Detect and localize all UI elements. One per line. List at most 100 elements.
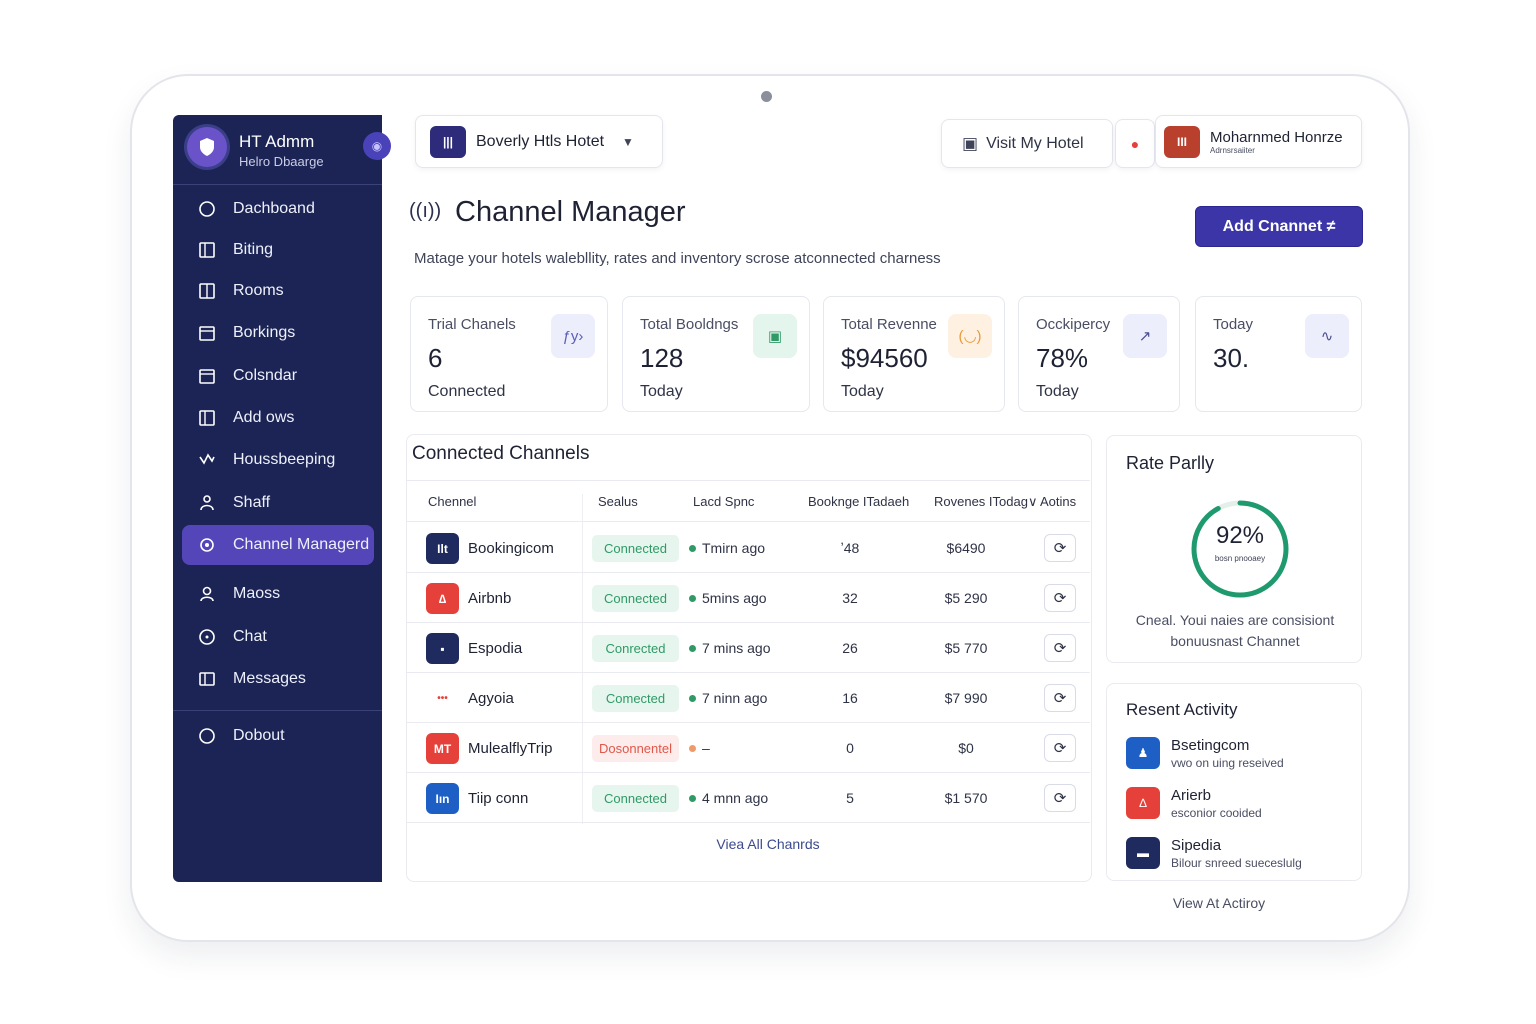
stat-card: Trial Chanels 6 Connected ƒy›: [410, 296, 608, 412]
channel-logo-icon: ▪: [426, 633, 459, 664]
sync-action-button[interactable]: ⟳: [1044, 534, 1076, 562]
alert-badge-icon: ●: [1130, 135, 1140, 152]
sidebar-item-channel-managerd[interactable]: Channel Managerd: [182, 525, 374, 565]
channel-icon: [197, 535, 217, 555]
row-divider: [406, 622, 1090, 623]
revenue-today: $1 570: [944, 790, 988, 806]
sync-action-button[interactable]: ⟳: [1044, 734, 1076, 762]
alerts-button[interactable]: ●: [1115, 119, 1155, 168]
visit-hotel-label: Visit My Hotel: [986, 134, 1084, 152]
admin-subtitle: Helro Dbaarge: [239, 154, 324, 169]
recent-activity-title: Resent Activity: [1126, 700, 1238, 719]
rate-parity-title: Rate Parlly: [1126, 453, 1215, 473]
sidebar-item-rooms[interactable]: Rooms: [173, 271, 382, 311]
channel-name: Espodia: [468, 640, 523, 657]
sidebar-item-label: Houssbeeping: [233, 451, 336, 468]
sidebar-item-shaff[interactable]: Shaff: [173, 483, 382, 523]
calendar-icon: [197, 323, 217, 343]
sidebar-item-chat[interactable]: Chat: [173, 617, 382, 657]
stat-card: Today 30. ∿: [1195, 296, 1362, 412]
message-icon: [197, 669, 217, 689]
sync-dot-icon: [689, 695, 696, 702]
table-row: ••• Agyoia Comected 7 ninn ago 16 $7 990 ⟳: [406, 673, 1090, 723]
sidebar-item-maoss[interactable]: Maoss: [173, 574, 382, 614]
sidebar-item-houssbeeping[interactable]: Houssbeeping: [173, 440, 382, 480]
channel-name: Airbnb: [468, 590, 512, 607]
bookings-today: 26: [842, 640, 858, 656]
sidebar-item-label: Colsndar: [233, 367, 298, 384]
bookings-icon: ▣: [753, 314, 797, 358]
sidebar-item-borkings[interactable]: Borkings: [173, 313, 382, 353]
stat-card: Total Revenne $94560 Today (◡): [823, 296, 1005, 412]
sync-action-button[interactable]: ⟳: [1044, 634, 1076, 662]
last-sync: 4 mnn ago: [702, 790, 769, 806]
chevron-down-icon: ▼: [622, 134, 634, 149]
row-divider: [406, 822, 1090, 823]
stat-label: Total Revenne: [841, 316, 937, 333]
refresh-icon: ⟳: [1053, 690, 1067, 707]
refresh-icon: ⟳: [1053, 790, 1067, 807]
revenue-today: $5 770: [944, 640, 988, 656]
revenue-today: $0: [958, 740, 974, 756]
status-badge: Connected: [592, 535, 679, 562]
sidebar-item-dachboand[interactable]: Dachboand: [173, 189, 382, 229]
sidebar-item-label: Shaff: [233, 494, 271, 511]
stat-card: Total Booldngs 128 Today ▣: [622, 296, 810, 412]
rate-parity-card: Rate Parlly 92% bosn pnooaey Cneal. Youi…: [1106, 435, 1362, 663]
trend-icon: ↗: [1123, 314, 1167, 358]
sidebar-item-colsndar[interactable]: Colsndar: [173, 356, 382, 396]
user-role: Adrnsrsaiiter: [1210, 145, 1255, 155]
status-badge: Conrected: [592, 635, 679, 662]
sync-action-button[interactable]: ⟳: [1044, 584, 1076, 612]
logout-icon: [197, 726, 217, 746]
sidebar-item-messages[interactable]: Messages: [173, 659, 382, 699]
sidebar-item-label: Add ows: [233, 409, 295, 426]
last-sync: 5mins ago: [702, 590, 767, 606]
stat-subtext: Connected: [428, 383, 506, 400]
stat-card: Occkipercy 78% Today ↗: [1018, 296, 1180, 412]
hotel-selector[interactable]: ||| Boverly Htls Hotet ▼: [415, 115, 663, 168]
table-row: ▪ Espodia Conrected 7 mins ago 26 $5 770 ⟳: [406, 623, 1090, 673]
view-all-activity-link[interactable]: View At Actiroy: [1172, 895, 1266, 911]
activity-desc: vwo on uing reseived: [1171, 756, 1284, 770]
activity-name: Sipedia: [1171, 837, 1222, 854]
sidebar-item-biting[interactable]: Biting: [173, 230, 382, 270]
view-all-channels-link[interactable]: Viea All Chanrds: [716, 836, 820, 852]
sync-dot-icon: [689, 595, 696, 602]
sidebar-item-label: Dachboand: [233, 200, 315, 217]
stat-label: Occkipercy: [1036, 316, 1111, 333]
status-badge: Connected: [592, 785, 679, 812]
divider: [406, 521, 1090, 522]
visit-hotel-button[interactable]: ▣ Visit My Hotel: [941, 119, 1113, 168]
door-icon: [197, 281, 217, 301]
activity-item[interactable]: ∆ Arierb esconior cooided: [1126, 785, 1356, 825]
logout-button[interactable]: Dobout: [173, 716, 382, 756]
col-status: Sealus: [598, 494, 638, 509]
bookings-today: 32: [842, 590, 858, 606]
divider: [406, 480, 1090, 481]
bookings-today: 5: [846, 790, 854, 806]
sidebar-item-add-ows[interactable]: Add ows: [173, 398, 382, 438]
user-profile[interactable]: III Moharnmed Honrze Adrnsrsaiiter: [1155, 115, 1362, 168]
table-row: Iın Tiip conn Connected 4 mnn ago 5 $1 570 ⟳: [406, 773, 1090, 823]
building-icon: ▣: [962, 133, 979, 153]
activity-logo-icon: ▬: [1126, 837, 1160, 869]
refresh-icon: ⟳: [1053, 590, 1067, 607]
sync-action-button[interactable]: ⟳: [1044, 784, 1076, 812]
sync-action-button[interactable]: ⟳: [1044, 684, 1076, 712]
col-channel: Chennel: [428, 494, 477, 509]
channel-logo-icon: ∆: [426, 583, 459, 614]
broom-icon: [197, 450, 217, 470]
activity-logo-icon: ♟: [1126, 737, 1160, 769]
add-channel-button[interactable]: Add Cnannet ≠: [1195, 206, 1363, 247]
activity-item[interactable]: ♟ Bsetingcom vwo on uing reseived: [1126, 735, 1356, 775]
last-sync: 7 mins ago: [702, 640, 771, 656]
channel-logo-icon: Iın: [426, 783, 459, 814]
page-title: Channel Manager: [455, 196, 686, 228]
notification-icon[interactable]: ◉: [363, 132, 391, 160]
activity-logo-icon: ∆: [1126, 787, 1160, 819]
column-divider: [582, 494, 583, 824]
row-divider: [406, 722, 1090, 723]
activity-item[interactable]: ▬ Sipedia Bilour snreed sueceslulg: [1126, 835, 1356, 875]
channels-icon: ƒy›: [551, 314, 595, 358]
